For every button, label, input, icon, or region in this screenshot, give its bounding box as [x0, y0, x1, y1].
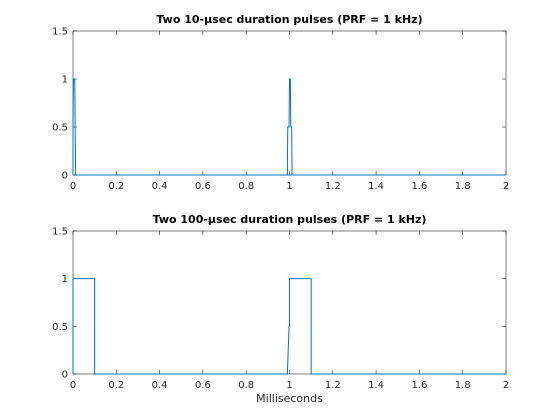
x-tick-label: 0.6: [195, 181, 211, 192]
x-tick-label: 1.8: [455, 181, 471, 192]
x-tick-label: 0.4: [152, 380, 168, 391]
y-tick-label: 1.5: [52, 227, 68, 238]
x-tick-label: 2: [503, 181, 509, 192]
x-tick-label: 1.4: [368, 380, 384, 391]
x-tick-label: 0: [70, 181, 76, 192]
chart-title: Two 100-μsec duration pulses (PRF = 1 kH…: [153, 213, 427, 226]
x-tick-label: 0.6: [195, 380, 211, 391]
series-line: [72, 278, 506, 375]
x-tick-label: 0.2: [108, 181, 124, 192]
y-tick-label: 1: [62, 75, 68, 86]
x-tick-label: 1.4: [368, 181, 384, 192]
axes-top: 0 0.2 0.4 0.6 0.8 1 1.2 1.4 1.6 1.8 2 0 0.5 1 1.5 Two 1…: [52, 13, 509, 192]
x-tick-label: 2: [503, 380, 509, 391]
x-tick-label: 1: [286, 380, 292, 391]
x-tick-label: 1: [286, 181, 292, 192]
axes-bottom: 0 0.2 0.4 0.6 0.8 1 1.2 1.4 1.6 1.8 2 0 0.5 1 1.5 Two 1…: [52, 213, 509, 405]
x-axis-label: Milliseconds: [256, 392, 323, 405]
x-tick-label: 1.2: [325, 181, 341, 192]
y-tick-label: 0.5: [52, 123, 68, 134]
y-tick-label: 0.5: [52, 322, 68, 333]
x-tick-label: 1.8: [455, 380, 471, 391]
x-tick-label: 0.4: [152, 181, 168, 192]
x-tick-label: 0.8: [238, 181, 254, 192]
series-line: [72, 78, 506, 176]
x-tick-label: 0.2: [108, 380, 124, 391]
series-line-pulse-2: [286, 78, 293, 176]
y-tick-label: 1.5: [52, 27, 68, 38]
x-tick-label: 1.6: [411, 181, 427, 192]
x-tick-label: 1.2: [325, 380, 341, 391]
y-tick-label: 0: [62, 171, 68, 182]
y-tick-label: 1: [62, 274, 68, 285]
x-tick-label: 0: [70, 380, 76, 391]
x-tick-label: 1.6: [411, 380, 427, 391]
x-tick-label: 0.8: [238, 380, 254, 391]
y-tick-label: 0: [62, 370, 68, 381]
chart-title: Two 10-μsec duration pulses (PRF = 1 kHz…: [156, 13, 422, 26]
